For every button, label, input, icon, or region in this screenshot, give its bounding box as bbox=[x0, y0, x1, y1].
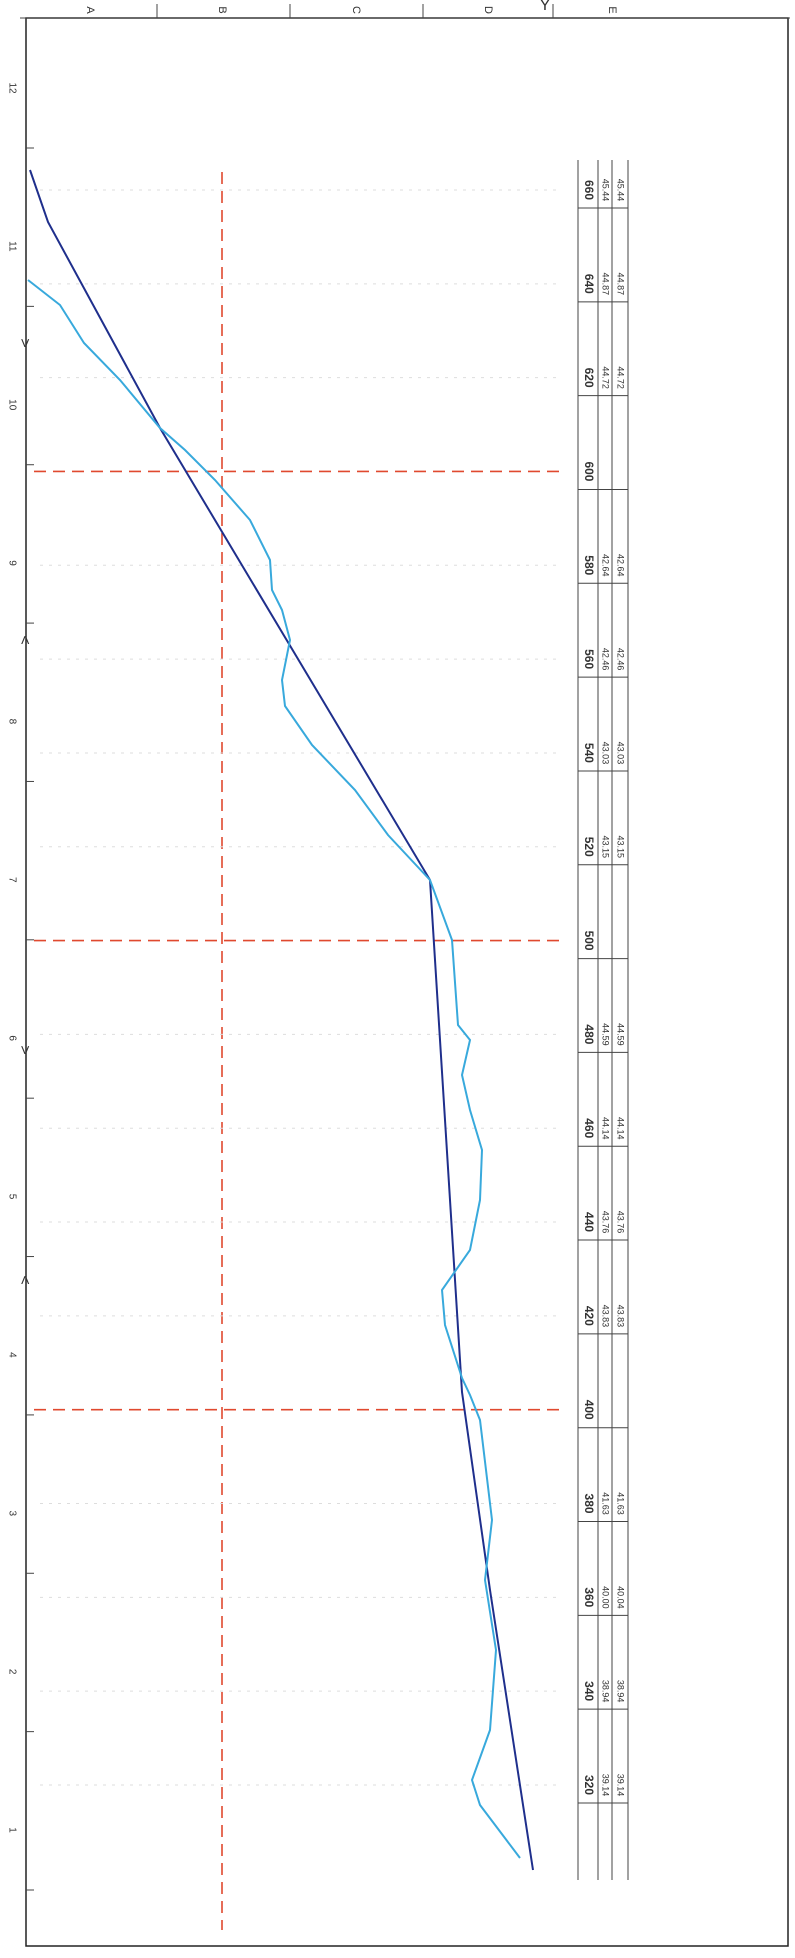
column-label: C bbox=[350, 6, 362, 14]
mark: < bbox=[16, 635, 33, 644]
chainage-label: 500 bbox=[582, 931, 596, 951]
mark: < bbox=[16, 1275, 33, 1284]
ground-level: 43.15 bbox=[616, 835, 626, 858]
row-label: 12 bbox=[6, 82, 17, 94]
ground-level: 39.14 bbox=[616, 1774, 626, 1797]
row-label: 6 bbox=[6, 1035, 17, 1041]
chainage-label: 420 bbox=[582, 1306, 596, 1326]
chainage-label: 480 bbox=[582, 1024, 596, 1044]
row-label: 9 bbox=[6, 560, 17, 566]
design-level: 45.44 bbox=[601, 179, 611, 202]
mark: > bbox=[16, 1045, 33, 1054]
chainage-label: 660 bbox=[582, 180, 596, 200]
row-label: 8 bbox=[6, 719, 17, 725]
ground-line bbox=[27, 279, 521, 1859]
design-level: 43.76 bbox=[601, 1211, 611, 1234]
column-label: D bbox=[482, 6, 494, 14]
design-level: 44.59 bbox=[601, 1023, 611, 1046]
mark: Y bbox=[540, 0, 551, 14]
border bbox=[25, 17, 789, 1947]
design-level: 43.83 bbox=[601, 1305, 611, 1328]
ground-level: 38.94 bbox=[616, 1680, 626, 1703]
column-label: A bbox=[84, 6, 96, 14]
mark: > bbox=[16, 338, 33, 347]
row-label: 5 bbox=[6, 1194, 17, 1200]
ground-level: 44.59 bbox=[616, 1023, 626, 1046]
chainage-label: 620 bbox=[582, 368, 596, 388]
chainage-label: 600 bbox=[582, 461, 596, 481]
ground-level: 44.72 bbox=[616, 366, 626, 389]
profile-lines bbox=[27, 169, 534, 1871]
chainage-label: 400 bbox=[582, 1400, 596, 1420]
design-level: 39.14 bbox=[601, 1774, 611, 1797]
design-level: 41.63 bbox=[601, 1492, 611, 1515]
design-level: 38.94 bbox=[601, 1680, 611, 1703]
row-label: 4 bbox=[6, 1352, 17, 1358]
chainage-label: 540 bbox=[582, 743, 596, 763]
design-level: 43.15 bbox=[601, 835, 611, 858]
chainage-label: 380 bbox=[582, 1494, 596, 1514]
design-level: 43.03 bbox=[601, 742, 611, 765]
ground-level: 43.03 bbox=[616, 742, 626, 765]
row-label: 3 bbox=[6, 1510, 17, 1516]
chainage-label: 460 bbox=[582, 1118, 596, 1138]
design-level: 44.72 bbox=[601, 366, 611, 389]
chainage-label: 360 bbox=[582, 1587, 596, 1607]
chainage-label: 520 bbox=[582, 837, 596, 857]
ground-level: 43.76 bbox=[616, 1211, 626, 1234]
row-label: 11 bbox=[6, 241, 17, 252]
ground-level: 41.63 bbox=[616, 1492, 626, 1515]
design-level: 42.64 bbox=[601, 554, 611, 577]
row-label: 10 bbox=[6, 399, 17, 411]
ground-level: 44.14 bbox=[616, 1117, 626, 1140]
design-level: 44.14 bbox=[601, 1117, 611, 1140]
ground-level: 43.83 bbox=[616, 1305, 626, 1328]
chainage-label: 320 bbox=[582, 1775, 596, 1795]
column-label: E bbox=[606, 6, 618, 13]
chainage-label: 560 bbox=[582, 649, 596, 669]
design-level: 40.00 bbox=[601, 1586, 611, 1609]
column-label: B bbox=[216, 6, 228, 13]
ground-level: 42.46 bbox=[616, 648, 626, 671]
chainage-label: 640 bbox=[582, 274, 596, 294]
chainage-label: 440 bbox=[582, 1212, 596, 1232]
design-level: 44.87 bbox=[601, 273, 611, 296]
chainage-label: 340 bbox=[582, 1681, 596, 1701]
ground-level: 45.44 bbox=[616, 179, 626, 202]
row-label: 7 bbox=[6, 877, 17, 883]
row-label: 2 bbox=[6, 1669, 17, 1675]
ground-level: 40.04 bbox=[616, 1586, 626, 1609]
ground-level: 42.64 bbox=[616, 554, 626, 577]
chainage-label: 580 bbox=[582, 555, 596, 575]
design-level: 42.46 bbox=[601, 648, 611, 671]
row-label: 1 bbox=[6, 1827, 17, 1833]
ground-level: 44.87 bbox=[616, 273, 626, 296]
